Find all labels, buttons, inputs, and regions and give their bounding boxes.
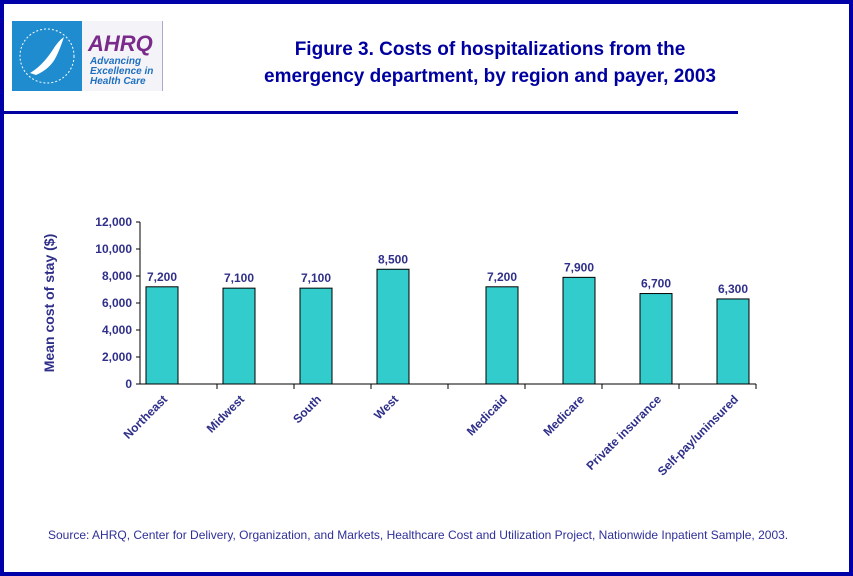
ahrq-logo: AHRQ Advancing Excellence in Health Care (82, 21, 163, 91)
x-tick-label: Northeast (121, 392, 171, 442)
bar-medicare (562, 276, 596, 385)
y-tick-label: 0 (125, 377, 132, 391)
data-label: 7,100 (224, 271, 254, 285)
bar-medicaid (485, 286, 519, 385)
bar-private-insurance (639, 293, 673, 385)
x-tick-label: West (371, 392, 401, 422)
title-line-2: emergency department, by region and paye… (264, 66, 716, 87)
x-tick-label: Midwest (204, 392, 247, 435)
y-tick-label: 2,000 (102, 350, 132, 364)
data-label: 6,300 (718, 282, 748, 296)
title-line-1: Figure 3. Costs of hospitalizations from… (294, 39, 686, 60)
ahrq-logo-word: AHRQ (88, 31, 153, 56)
bar-midwest (222, 287, 256, 385)
y-tick-label: 6,000 (102, 296, 132, 310)
ahrq-logo-tagline: Advancing Excellence in Health Care (90, 56, 154, 87)
x-tick-label: Medicaid (464, 392, 510, 438)
x-tick-label: Self-pay/uninsured (655, 392, 741, 478)
bar-west (376, 268, 410, 385)
bar-self-pay-uninsured (716, 298, 750, 385)
data-label: 7,200 (487, 270, 517, 284)
data-label: 8,500 (378, 252, 408, 266)
y-tick-label: 10,000 (95, 242, 132, 256)
data-label: 7,200 (147, 270, 177, 284)
source-note: Source: AHRQ, Center for Delivery, Organ… (48, 528, 789, 542)
page-title: Figure 3. Costs of hospitalizations from… (200, 36, 780, 90)
data-label: 7,100 (301, 271, 331, 285)
bar-northeast (145, 286, 179, 385)
y-tick-label: 4,000 (102, 323, 132, 337)
header-divider (4, 111, 738, 114)
y-tick-label: 12,000 (95, 215, 132, 229)
bar-south (299, 287, 333, 385)
x-tick-label: South (290, 392, 324, 426)
y-tick-label: 8,000 (102, 269, 132, 283)
eagle-icon (19, 28, 75, 84)
data-label: 6,700 (641, 277, 671, 291)
y-axis-title: Mean cost of stay ($) (41, 234, 57, 372)
data-label: 7,900 (564, 260, 594, 274)
hhs-logo (12, 21, 82, 91)
x-tick-label: Private insurance (583, 392, 664, 473)
x-tick-label: Medicare (540, 392, 587, 439)
